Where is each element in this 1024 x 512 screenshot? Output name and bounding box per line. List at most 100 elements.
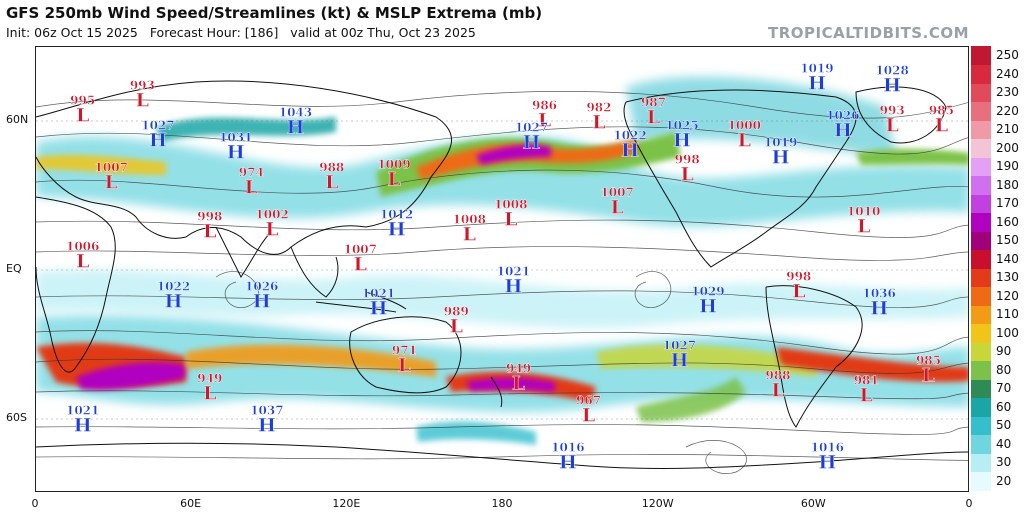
pressure-value: 998 — [786, 269, 812, 284]
colorbar-segment — [971, 416, 991, 435]
pressure-value: 985 — [928, 103, 954, 118]
high-pressure-marker: 1036 H — [862, 286, 896, 320]
pressure-value: 1007 — [600, 185, 634, 200]
pressure-value: 1028 — [875, 63, 909, 78]
pressure-type-letter: H — [621, 139, 640, 162]
coastlines — [36, 80, 968, 469]
indonesia-coast — [315, 291, 407, 313]
colorbar-segment — [971, 268, 991, 287]
pressure-value: 1008 — [452, 212, 486, 227]
pressure-type-letter: L — [610, 196, 624, 219]
pressure-type-letter: H — [73, 414, 92, 437]
valid-time: valid at 00z Thu, Oct 23 2025 — [290, 25, 476, 40]
colorbar-segment — [971, 286, 991, 306]
low-pressure-marker: 985 L — [928, 103, 954, 136]
pressure-type-letter: L — [397, 354, 412, 377]
high-pressure-marker: 1021 H — [65, 403, 100, 437]
high-pressure-marker: 1029 H — [691, 285, 725, 316]
pressure-value: 987 — [640, 96, 666, 111]
low-pressure-marker: 974 L — [238, 165, 264, 198]
longitude-label: 60E — [180, 497, 202, 510]
colorbar-label: 40 — [996, 436, 1012, 451]
high-pressure-marker: 1028 H — [875, 63, 909, 97]
colorbar-label: 190 — [996, 159, 1019, 174]
latitude-label: EQ — [6, 262, 22, 275]
low-pressure-marker: 971 L — [392, 345, 417, 376]
pressure-value: 1019 — [800, 61, 834, 76]
colorbar-segment — [971, 231, 991, 250]
low-pressure-marker: 1009 L — [377, 159, 411, 190]
high-pressure-marker: 1027 H — [141, 118, 175, 152]
colorbar-label: 220 — [996, 103, 1019, 118]
low-pressure-marker: 1000 L — [727, 119, 761, 150]
pressure-value: 1008 — [494, 197, 528, 212]
australia-coast — [349, 316, 462, 394]
pressure-type-letter: L — [265, 218, 279, 241]
colorbar-segment — [971, 471, 991, 491]
pressure-type-letter: L — [646, 107, 661, 130]
pressure-value: 949 — [197, 371, 223, 386]
pressure-type-letter: H — [870, 297, 889, 320]
colorbar-segment — [971, 360, 991, 380]
colorbar-label: 210 — [996, 122, 1019, 137]
pressure-type-letter: H — [522, 131, 541, 154]
low-pressure-marker: 998 L — [786, 269, 812, 302]
pressure-type-letter: H — [670, 349, 689, 372]
high-pressure-marker: 1037 H — [250, 403, 284, 437]
pressure-type-letter: H — [883, 74, 902, 97]
map-header: GFS 250mb Wind Speed/Streamlines (kt) & … — [0, 0, 1024, 46]
pressure-value: 988 — [319, 160, 345, 175]
pressure-type-letter: H — [369, 297, 388, 320]
pressure-type-letter: L — [921, 364, 936, 387]
longitude-label: 120E — [332, 497, 361, 510]
colorbar-label: 200 — [996, 140, 1019, 155]
pressure-value: 974 — [238, 165, 264, 180]
pressure-type-letter: H — [771, 146, 790, 169]
pressure-type-letter: L — [353, 253, 367, 276]
colorbar-segment — [971, 397, 991, 417]
pressure-type-letter: L — [504, 208, 518, 231]
pressure-type-letter: H — [148, 129, 167, 152]
low-pressure-marker: 949 L — [197, 372, 222, 403]
pressure-value: 1027 — [141, 118, 175, 133]
colorbar-segment — [971, 46, 991, 65]
low-pressure-marker: 1006 L — [66, 241, 100, 272]
wind-map: 993 L 995 L 1043 H 1027 H 1031 H 986 L 982 L 987 L 1027 H… — [35, 46, 969, 492]
map-subtitle: Init: 06z Oct 15 2025 Forecast Hour: [18… — [6, 25, 476, 40]
high-pressure-marker: 1043 H — [279, 107, 313, 140]
pressure-value: 1031 — [219, 130, 253, 145]
colorbar-segment — [971, 157, 991, 176]
colorbar-segment — [971, 101, 991, 121]
low-pressure-marker: 985 L — [916, 355, 941, 386]
colorbar-segment — [971, 305, 991, 324]
colorbar-segment — [971, 453, 991, 472]
pressure-value: 1036 — [862, 286, 896, 301]
pressure-type-letter: L — [859, 384, 873, 407]
low-pressure-marker: 988 L — [319, 160, 345, 193]
colorbar-segment — [971, 342, 991, 361]
pressure-value: 1021 — [65, 403, 100, 418]
pressure-type-letter: H — [257, 414, 276, 437]
pressure-value: 995 — [70, 93, 96, 108]
pressure-value: 1007 — [94, 160, 128, 175]
high-pressure-marker: 1021 H — [362, 288, 396, 320]
colorbar-segment — [971, 138, 991, 158]
pressure-value: 1019 — [763, 135, 798, 150]
pressure-value: 967 — [576, 393, 602, 408]
low-pressure-marker: 1008 L — [494, 197, 528, 231]
pressure-type-letter: H — [558, 451, 577, 474]
pressure-value: 989 — [443, 304, 469, 319]
wind-speed-streamlines — [36, 76, 968, 474]
pressure-value: 1022 — [156, 279, 191, 294]
longitude-label: 0 — [965, 497, 973, 510]
colorbar-label: 230 — [996, 85, 1019, 100]
greenland-coast — [855, 86, 947, 144]
low-pressure-marker: 993 L — [130, 80, 155, 111]
pressure-type-letter: L — [581, 404, 596, 427]
pressure-type-letter: H — [286, 117, 305, 140]
pressure-value: 1021 — [496, 264, 531, 279]
pressure-value: 1037 — [250, 403, 284, 418]
colorbar-label: 110 — [996, 307, 1019, 322]
colorbar-label: 70 — [996, 381, 1012, 396]
colorbar-label: 240 — [996, 66, 1019, 81]
